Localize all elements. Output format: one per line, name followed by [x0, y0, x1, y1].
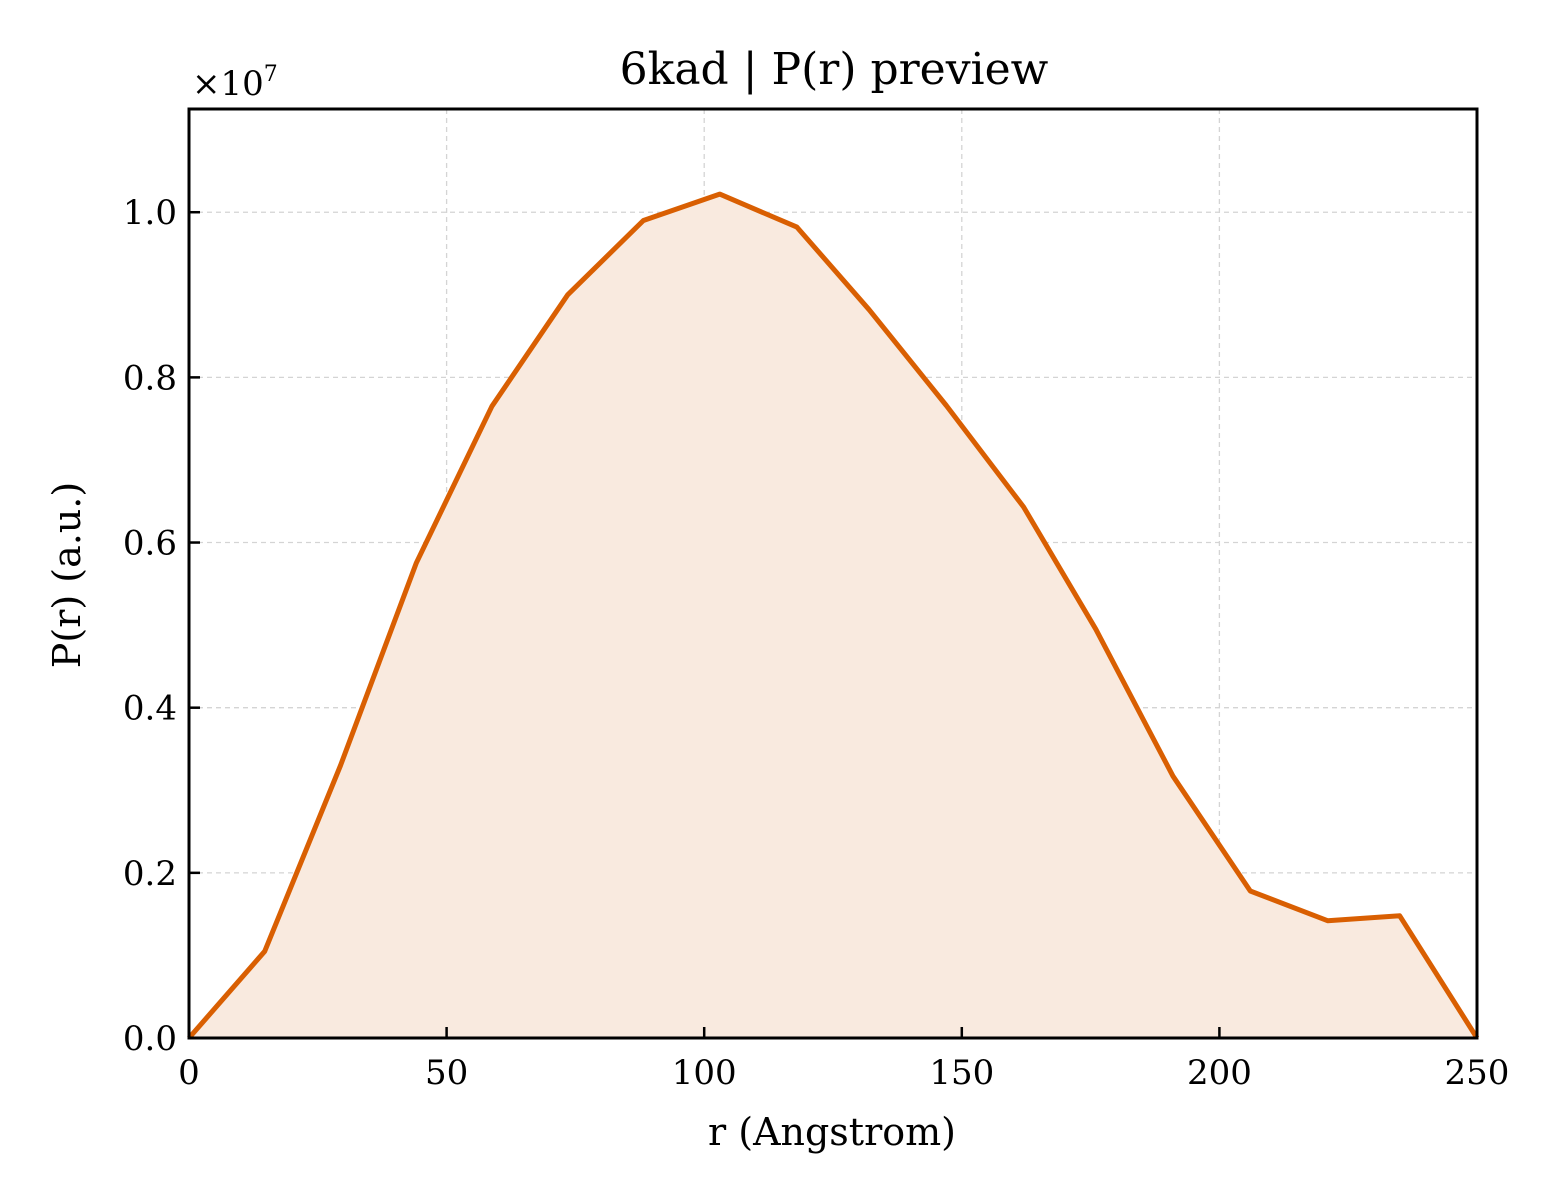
x-tick-label: 250: [1445, 1053, 1510, 1093]
y-axis: 0.0 0.2 0.4 0.6 0.8 1.0: [123, 193, 200, 1059]
plot-area: [187, 191, 1480, 1040]
x-tick-label: 200: [1187, 1053, 1252, 1093]
y-tick-label: 0.0: [123, 1019, 177, 1059]
y-axis-label: P(r) (a.u.): [45, 482, 89, 668]
chart-title: 6kad | P(r) preview: [620, 44, 1049, 95]
x-tick-label: 50: [425, 1053, 468, 1093]
y-tick-label: 0.6: [123, 524, 177, 564]
x-axis-label: r (Angstrom): [708, 1110, 956, 1154]
x-tick-label: 0: [178, 1053, 200, 1093]
y-tick-label: 0.8: [123, 358, 177, 398]
x-tick-label: 150: [929, 1053, 994, 1093]
y-scale-multiplier: ×107: [192, 62, 278, 104]
pr-series-line: [187, 191, 1480, 1040]
y-tick-label: 1.0: [123, 193, 177, 233]
y-tick-label: 0.2: [123, 854, 177, 894]
x-axis: 0 50 100 150 200 250: [178, 1027, 1509, 1093]
y-tick-label: 0.4: [123, 689, 177, 729]
y-scale-prefix: ×10: [192, 64, 264, 104]
y-scale-exponent: 7: [264, 62, 278, 87]
axes-frame: [187, 107, 1479, 1040]
x-tick-label: 100: [672, 1053, 737, 1093]
pr-area-fill: [189, 194, 1477, 1039]
